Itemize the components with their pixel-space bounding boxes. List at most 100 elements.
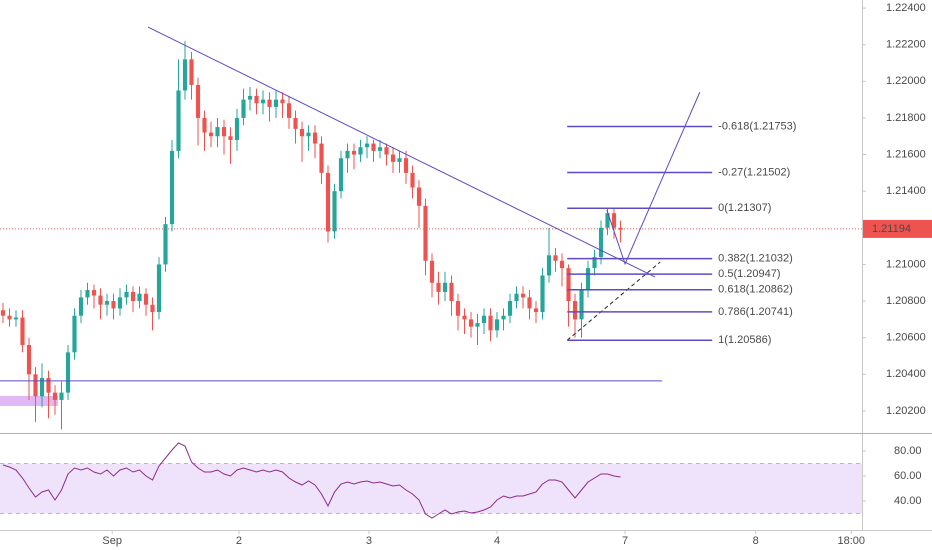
candle-body: [527, 297, 532, 309]
candle-body: [488, 315, 493, 331]
candle-body: [598, 227, 604, 258]
candle-body: [436, 282, 441, 292]
y-tick-label: 1.22000: [886, 75, 926, 87]
candle-body: [319, 143, 324, 173]
candle-body: [475, 323, 480, 327]
candle-body: [59, 392, 64, 400]
y-tick-label: 1.21800: [886, 112, 926, 124]
candle-body: [572, 301, 578, 320]
candle-body: [0, 310, 6, 316]
candle-body: [299, 128, 305, 137]
x-tick-label: 18:00: [838, 535, 866, 547]
candle-body: [520, 293, 526, 298]
candle-body: [254, 95, 259, 104]
candle-body: [241, 99, 246, 118]
candle-body: [124, 291, 129, 298]
candle-body: [72, 315, 77, 353]
candle-body: [579, 290, 584, 320]
candle-body: [611, 213, 617, 228]
candle-body: [189, 59, 194, 85]
candle-body: [468, 319, 474, 327]
candle-body: [221, 127, 227, 137]
fib-label: 0(1.21307): [718, 202, 771, 214]
x-tick-label: 8: [753, 535, 759, 547]
candle-body: [176, 90, 181, 151]
candle-body: [364, 143, 370, 148]
indicator-line: [2, 442, 621, 519]
candle-body: [429, 260, 435, 283]
candle-body: [182, 59, 188, 91]
candle-body: [449, 282, 454, 302]
candle-body: [280, 99, 285, 104]
indicator-y-tick-label: 80.00: [894, 445, 922, 457]
candle-body: [325, 172, 331, 232]
candle-body: [39, 377, 45, 397]
candle-body: [273, 99, 279, 107]
candle-body: [371, 143, 376, 151]
candle-body: [143, 293, 149, 305]
candle-body: [501, 315, 506, 320]
x-tick-label: Sep: [102, 535, 122, 547]
candle-body: [26, 345, 32, 375]
y-tick-label: 1.21400: [886, 185, 926, 197]
y-tick-label: 1.20800: [886, 295, 926, 307]
fib-label: 1(1.20586): [718, 334, 771, 346]
candle-body: [117, 297, 123, 309]
candle-body: [215, 127, 220, 137]
candle-body: [455, 301, 461, 316]
candle-body: [332, 191, 337, 232]
candle-body: [403, 158, 409, 173]
candle-body: [351, 150, 357, 155]
candle-body: [78, 297, 84, 316]
zone: [0, 395, 58, 406]
candle-body: [46, 377, 51, 393]
candle-body: [150, 304, 155, 313]
candle-body: [195, 84, 201, 118]
x-tick-label: 7: [622, 535, 628, 547]
candle-body: [85, 290, 90, 298]
candle-body: [156, 264, 162, 313]
candle-body: [507, 301, 513, 316]
fib-label: 0.618(1.20862): [718, 284, 793, 296]
y-tick-label: 1.20200: [886, 405, 926, 417]
y-tick-label: 1.20400: [886, 368, 926, 380]
candle-body: [559, 260, 565, 269]
candle-body: [338, 158, 344, 192]
candle-body: [592, 257, 597, 269]
candle-body: [98, 295, 103, 305]
candle-body: [228, 136, 233, 140]
candle-body: [137, 293, 142, 302]
candle-body: [234, 117, 240, 140]
candle-body: [358, 147, 363, 155]
y-tick-label: 1.20600: [886, 332, 926, 344]
candle-body: [104, 301, 110, 305]
indicator-band: [0, 463, 862, 514]
candle-body: [533, 308, 539, 313]
last-price-label: 1.21194: [872, 223, 911, 235]
candle-body: [416, 187, 422, 206]
candle-body: [169, 150, 175, 225]
candle-body: [514, 293, 519, 302]
candle-body: [423, 205, 428, 261]
candle-body: [260, 99, 266, 104]
candle-body: [247, 95, 253, 100]
candle-body: [111, 301, 116, 309]
candle-body: [442, 282, 448, 292]
x-tick-label: 4: [494, 535, 500, 547]
candle-body: [462, 315, 467, 320]
candle-body: [377, 147, 383, 151]
y-tick-label: 1.21600: [886, 148, 926, 160]
candle-body: [130, 291, 136, 302]
candle-body: [605, 213, 610, 228]
candle-body: [384, 147, 389, 155]
candle-body: [390, 154, 396, 162]
candle-body: [33, 374, 38, 397]
indicator-y-tick-label: 60.00: [894, 470, 922, 482]
candle-body: [566, 268, 571, 302]
candle-body: [13, 317, 19, 320]
candle-body: [481, 315, 487, 324]
fib-label: 0.5(1.20947): [718, 268, 780, 280]
fib-label: 0.382(1.21032): [718, 252, 793, 264]
